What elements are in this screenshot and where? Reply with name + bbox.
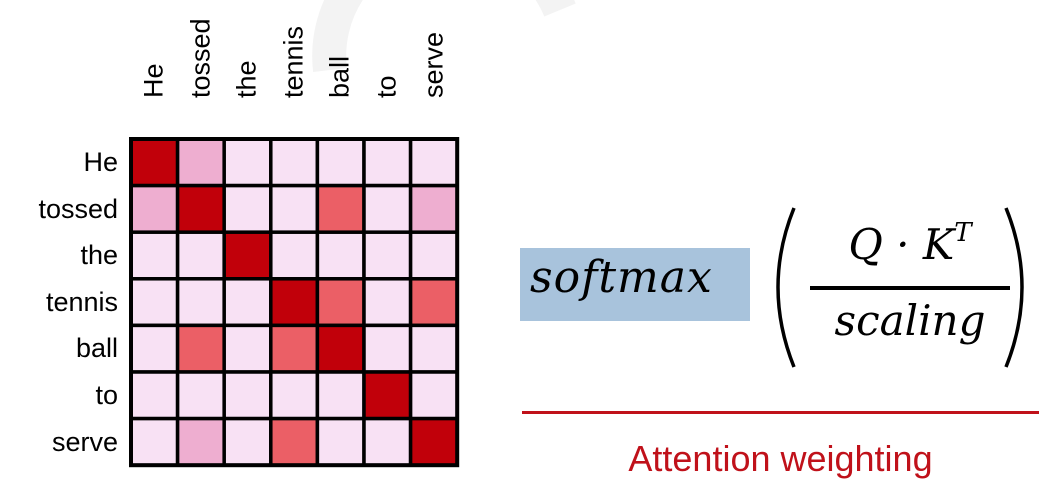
attention-cell-tossed-the	[222, 183, 273, 234]
column-label-text: to	[371, 75, 402, 98]
attention-cell-tossed-serve	[408, 183, 459, 234]
left-parenthesis	[776, 207, 796, 368]
attention-cell-the-ball	[315, 230, 366, 281]
numerator-text: Q · K	[848, 220, 955, 269]
attention-cell-the-He	[129, 230, 180, 281]
attention-cell-to-ball	[315, 370, 366, 421]
attention-cell-the-tossed	[175, 230, 226, 281]
caption: Attention weighting	[628, 438, 933, 479]
attention-cell-to-to	[362, 370, 413, 421]
attention-cell-tossed-He	[129, 183, 180, 234]
attention-cell-serve-He	[129, 416, 180, 467]
attention-cell-to-He	[129, 370, 180, 421]
attention-cell-to-tossed	[175, 370, 226, 421]
attention-cell-tossed-ball	[315, 183, 366, 234]
attention-cell-ball-tossed	[175, 323, 226, 374]
attention-cell-to-tennis	[269, 370, 320, 421]
attention-cell-tennis-tossed	[175, 277, 226, 328]
attention-cell-serve-serve	[408, 416, 459, 467]
attention-cell-the-serve	[408, 230, 459, 281]
right-parenthesis	[1004, 207, 1024, 368]
formula-numerator: Q · KT	[810, 218, 1010, 269]
attention-cell-He-the	[222, 137, 273, 188]
column-label-ball: ball	[317, 0, 363, 125]
fraction-bar	[810, 286, 1010, 290]
row-label-to: to	[95, 380, 118, 410]
attention-cell-serve-tossed	[175, 416, 226, 467]
attention-cell-ball-ball	[315, 323, 366, 374]
column-label-tennis: tennis	[271, 0, 317, 125]
attention-cell-tennis-ball	[315, 277, 366, 328]
attention-cell-tennis-serve	[408, 277, 459, 328]
attention-cell-tennis-to	[362, 277, 413, 328]
numerator-superscript: T	[954, 218, 972, 248]
attention-cell-tossed-tossed	[175, 183, 226, 234]
attention-cell-ball-He	[129, 323, 180, 374]
column-label-text: serve	[418, 31, 449, 98]
row-label-tennis: tennis	[45, 286, 118, 317]
column-label-text: tossed	[185, 18, 216, 98]
column-label-text: the	[231, 60, 262, 98]
matrix-border	[129, 137, 460, 468]
attention-cell-to-the	[222, 370, 273, 421]
attention-cell-He-ball	[315, 137, 366, 188]
row-label-He: He	[83, 147, 118, 177]
column-label-serve: serve	[411, 0, 457, 125]
attention-cell-tennis-tennis	[269, 277, 320, 328]
column-label-text: ball	[324, 55, 355, 98]
attention-cell-ball-to	[362, 323, 413, 374]
column-label-the: the	[224, 0, 270, 125]
column-label-text: tennis	[278, 25, 309, 98]
attention-cell-the-to	[362, 230, 413, 281]
attention-cell-the-the	[222, 230, 273, 281]
softmax-function: softmax	[530, 252, 713, 303]
column-label-to: to	[364, 0, 410, 125]
column-label-text: He	[138, 63, 169, 98]
caption-divider	[522, 411, 1039, 414]
attention-cell-tennis-the	[222, 277, 273, 328]
attention-cell-ball-the	[222, 323, 273, 374]
row-label-serve: serve	[51, 426, 118, 457]
row-label-the: the	[80, 240, 118, 271]
softmax-highlight	[520, 248, 750, 321]
attention-cell-the-tennis	[269, 230, 320, 281]
attention-cell-He-to	[362, 137, 413, 188]
attention-cell-He-tennis	[269, 137, 320, 188]
attention-cell-serve-the	[222, 416, 273, 467]
attention-cell-serve-ball	[315, 416, 366, 467]
attention-cell-He-He	[129, 137, 180, 188]
column-label-tossed: tossed	[178, 0, 224, 125]
attention-cell-serve-tennis	[269, 416, 320, 467]
attention-cell-to-serve	[408, 370, 459, 421]
row-label-ball: ball	[75, 333, 118, 364]
attention-cell-He-serve	[408, 137, 459, 188]
attention-cell-He-tossed	[175, 137, 226, 188]
attention-cell-ball-serve	[408, 323, 459, 374]
attention-cell-tossed-tennis	[269, 183, 320, 234]
attention-cell-tennis-He	[129, 277, 180, 328]
attention-cell-ball-tennis	[269, 323, 320, 374]
column-label-He: He	[131, 0, 177, 125]
row-label-tossed: tossed	[38, 193, 118, 224]
softmax-formula: softmax Q · KT scaling	[520, 200, 1040, 375]
formula-denominator: scaling	[834, 296, 986, 345]
attention-cell-serve-to	[362, 416, 413, 467]
attention-cell-tossed-to	[362, 183, 413, 234]
